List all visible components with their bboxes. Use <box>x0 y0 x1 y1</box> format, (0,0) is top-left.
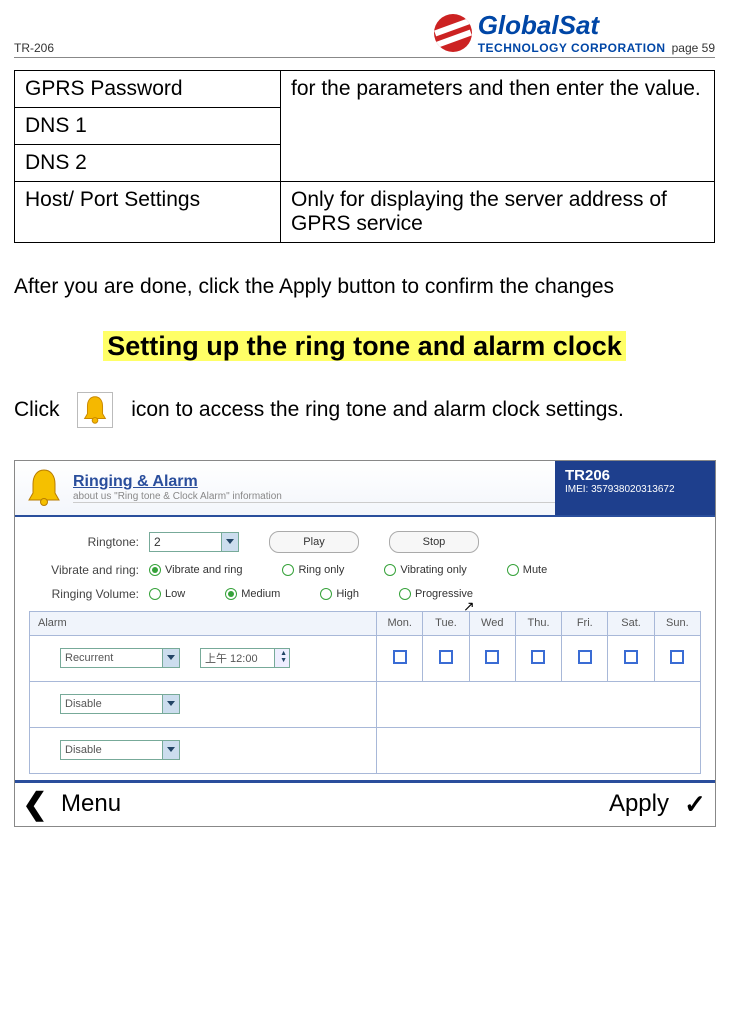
radio-progressive[interactable]: Progressive <box>399 588 473 600</box>
alarm-header: Alarm <box>30 611 377 635</box>
alarm3-mode-select[interactable]: Disable <box>60 740 180 760</box>
brand-name: GlobalSat <box>478 10 666 41</box>
volume-radio-group: Low Medium High Progressive <box>149 588 701 600</box>
day-tue: Tue. <box>423 611 469 635</box>
panel-title: Ringing & Alarm <box>73 473 555 491</box>
day-sat: Sat. <box>608 611 654 635</box>
radio-vibrating-only[interactable]: Vibrating only <box>384 564 466 576</box>
param-row-dns1: DNS 1 <box>15 108 281 145</box>
bell-icon <box>77 392 113 428</box>
day-sun: Sun. <box>654 611 700 635</box>
alarm1-chk-fri[interactable] <box>578 650 592 664</box>
ringtone-label: Ringtone: <box>29 535 149 549</box>
params-table: GPRS Password for the parameters and the… <box>14 70 715 243</box>
vibrate-label: Vibrate and ring: <box>29 563 149 577</box>
day-fri: Fri. <box>562 611 608 635</box>
alarm2-mode-select[interactable]: Disable <box>60 694 180 714</box>
radio-vibrate-ring[interactable]: Vibrate and ring <box>149 564 242 576</box>
ringtone-select[interactable]: 2 <box>149 532 239 552</box>
volume-label: Ringing Volume: <box>29 587 149 601</box>
param-row-host: Host/ Port Settings <box>15 182 281 243</box>
alarm1-chk-sat[interactable] <box>624 650 638 664</box>
alarm1-chk-mon[interactable] <box>393 650 407 664</box>
alarm1-chk-wed[interactable] <box>485 650 499 664</box>
radio-medium[interactable]: Medium <box>225 588 280 600</box>
day-wed: Wed <box>469 611 515 635</box>
menu-button[interactable]: Menu <box>55 790 609 818</box>
param-row-dns2: DNS 2 <box>15 145 281 182</box>
alarm-row-2: Disable <box>30 681 701 727</box>
brand-sub: TECHNOLOGY CORPORATION <box>478 41 666 55</box>
alarm-table: Alarm Mon. Tue. Wed Thu. Fri. Sat. Sun. … <box>29 611 701 774</box>
param-row-gprs: GPRS Password <box>15 71 281 108</box>
panel-subtitle: about us "Ring tone & Clock Alarm" infor… <box>73 491 555 502</box>
body-paragraph: After you are done, click the Apply butt… <box>14 271 715 303</box>
apply-button[interactable]: Apply <box>609 790 675 818</box>
day-mon: Mon. <box>377 611 423 635</box>
confirm-icon[interactable]: ✓ <box>675 789 715 820</box>
stop-button[interactable]: Stop <box>389 531 479 553</box>
device-model: TR206 <box>565 467 705 484</box>
play-button[interactable]: Play <box>269 531 359 553</box>
alarm1-time-spinner[interactable]: 上午 12:00▲▼ <box>200 648 290 668</box>
radio-mute[interactable]: Mute <box>507 564 547 576</box>
page-number: page 59 <box>672 41 715 55</box>
alarm1-chk-tue[interactable] <box>439 650 453 664</box>
radio-ring-only[interactable]: Ring only <box>282 564 344 576</box>
ringing-alarm-panel: Ringing & Alarm about us "Ring tone & Cl… <box>14 460 716 827</box>
alarm1-mode-select[interactable]: Recurrent <box>60 648 180 668</box>
vibrate-radio-group: Vibrate and ring Ring only Vibrating onl… <box>149 564 701 576</box>
radio-low[interactable]: Low <box>149 588 185 600</box>
device-imei: IMEI: 357938020313672 <box>565 484 705 495</box>
panel-bell-icon <box>23 467 65 509</box>
click-instruction: Click icon to access the ring tone and a… <box>14 392 715 428</box>
param-desc-merged: for the parameters and then enter the va… <box>281 71 715 182</box>
panel-topbar: Ringing & Alarm about us "Ring tone & Cl… <box>15 461 715 517</box>
day-thu: Thu. <box>515 611 561 635</box>
bottom-bar: ❮ Menu Apply ✓ <box>15 780 715 826</box>
device-info: TR206 IMEI: 357938020313672 <box>555 461 715 515</box>
alarm-row-1: Recurrent 上午 12:00▲▼ <box>30 635 701 681</box>
alarm-row-3: Disable <box>30 727 701 773</box>
alarm1-chk-sun[interactable] <box>670 650 684 664</box>
section-title: Setting up the ring tone and alarm clock <box>14 331 715 362</box>
logo-ball-icon <box>434 14 472 52</box>
back-icon[interactable]: ❮ <box>15 787 55 822</box>
param-desc-host: Only for displaying the server address o… <box>281 182 715 243</box>
alarm1-chk-thu[interactable] <box>531 650 545 664</box>
page-header: TR-206 GlobalSat TECHNOLOGY CORPORATION … <box>14 10 715 58</box>
radio-high[interactable]: High <box>320 588 359 600</box>
logo: GlobalSat TECHNOLOGY CORPORATION page 59 <box>434 10 715 55</box>
doc-code: TR-206 <box>14 41 54 55</box>
